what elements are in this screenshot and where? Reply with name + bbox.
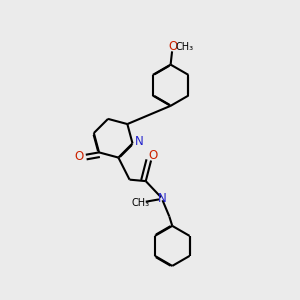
Text: O: O [168, 40, 178, 53]
Text: N: N [158, 192, 167, 205]
Text: O: O [148, 149, 157, 162]
Text: N: N [135, 134, 143, 148]
Text: CH₃: CH₃ [131, 198, 149, 208]
Text: CH₃: CH₃ [176, 42, 194, 52]
Text: O: O [75, 150, 84, 163]
